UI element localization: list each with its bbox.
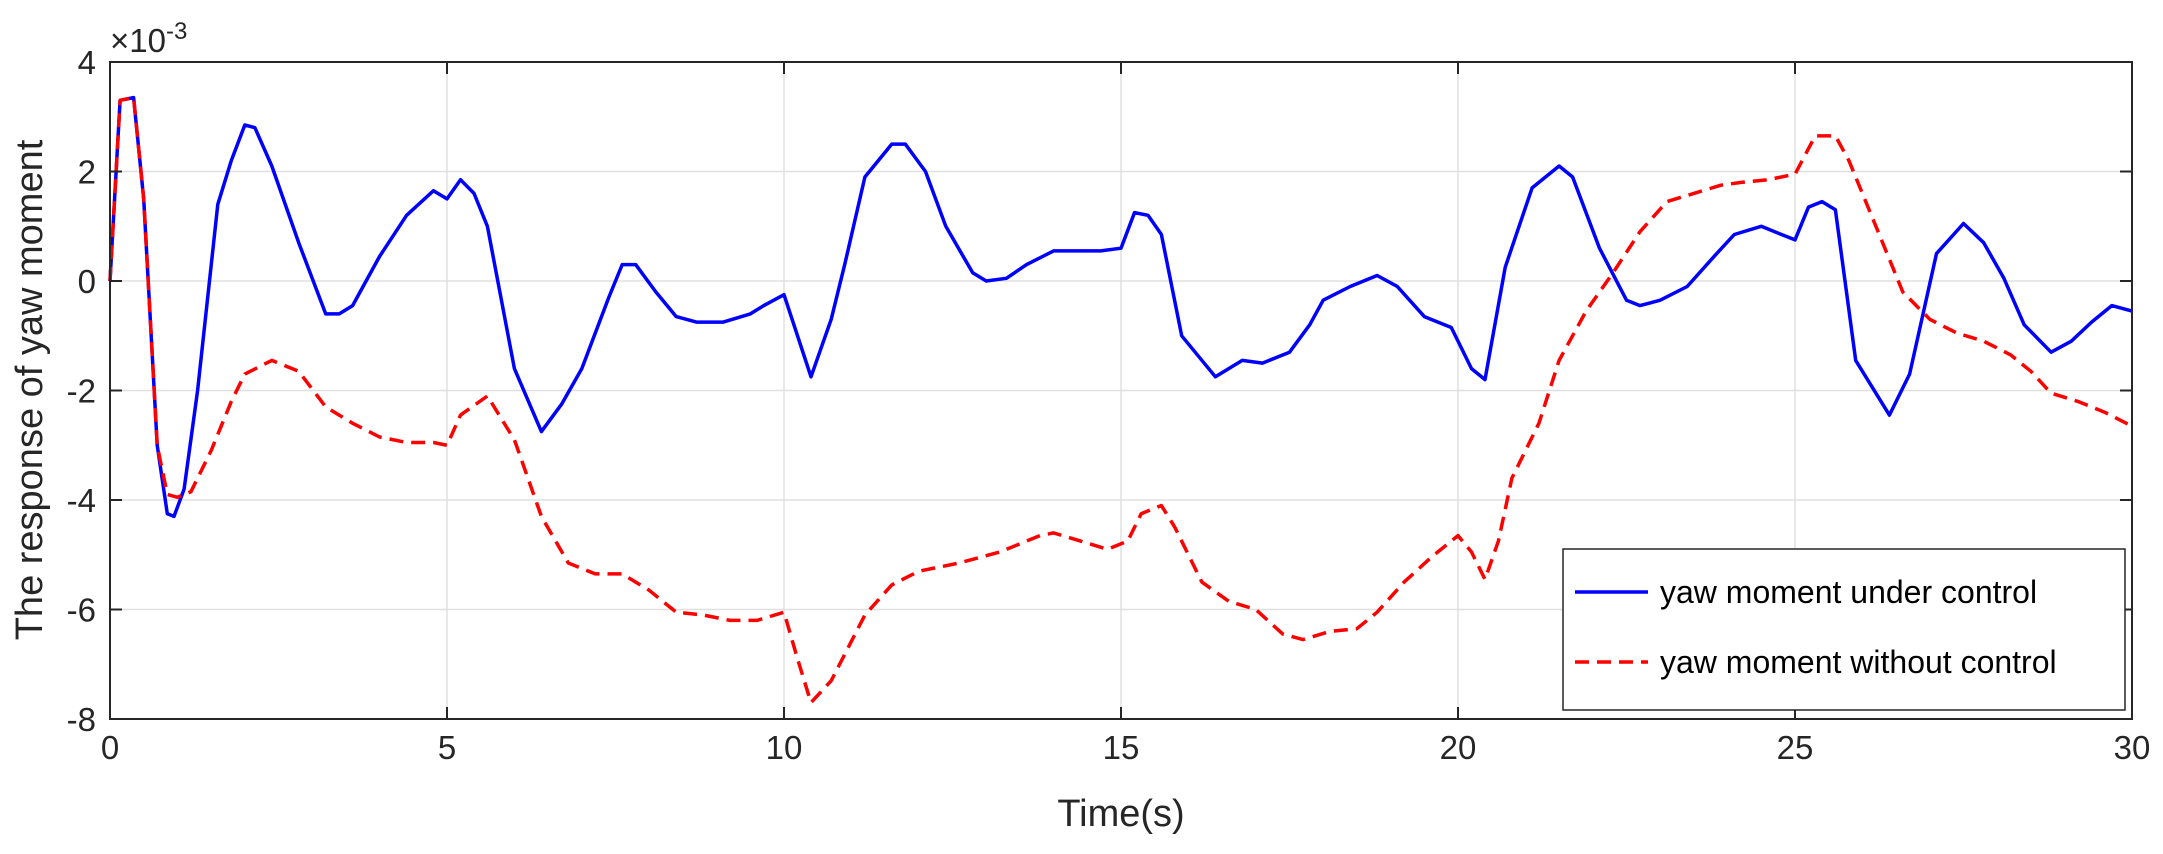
series-layer [108, 95, 2133, 705]
legend-label-controlled: yaw moment under control [1660, 574, 2037, 610]
y-tick-label: -4 [67, 482, 96, 519]
y-tick-label: -2 [67, 373, 96, 410]
y-multiplier: ×10-3 [110, 18, 187, 59]
x-axis-ticks: 0 5 10 15 20 25 30 [101, 62, 2151, 766]
y-axis-ticks: -8 -6 -4 -2 0 2 4 [67, 44, 2132, 738]
y-tick-label: -6 [67, 592, 96, 629]
y-tick-label: 4 [78, 44, 96, 81]
series-line-controlled [108, 95, 2133, 519]
y-axis-label: The response of yaw moment [9, 139, 51, 640]
x-axis-label: Time(s) [1057, 793, 1184, 835]
y-tick-label: 2 [78, 154, 96, 191]
x-tick-label: 20 [1440, 729, 1477, 766]
x-tick-label: 0 [101, 729, 119, 766]
x-tick-label: 30 [2114, 729, 2151, 766]
legend-box [1562, 548, 2126, 711]
x-tick-label: 25 [1777, 729, 1814, 766]
x-tick-label: 5 [438, 729, 456, 766]
legend-label-uncontrolled: yaw moment without control [1660, 644, 2057, 680]
legend: yaw moment under control yaw moment with… [1562, 548, 2126, 711]
x-tick-label: 10 [766, 729, 803, 766]
y-multiplier-exponent: -3 [166, 18, 187, 45]
y-tick-label: 0 [78, 263, 96, 300]
y-tick-label: -8 [67, 701, 96, 738]
y-multiplier-base: ×10 [110, 22, 166, 59]
x-tick-label: 15 [1103, 729, 1140, 766]
series-line-uncontrolled [108, 95, 2133, 705]
